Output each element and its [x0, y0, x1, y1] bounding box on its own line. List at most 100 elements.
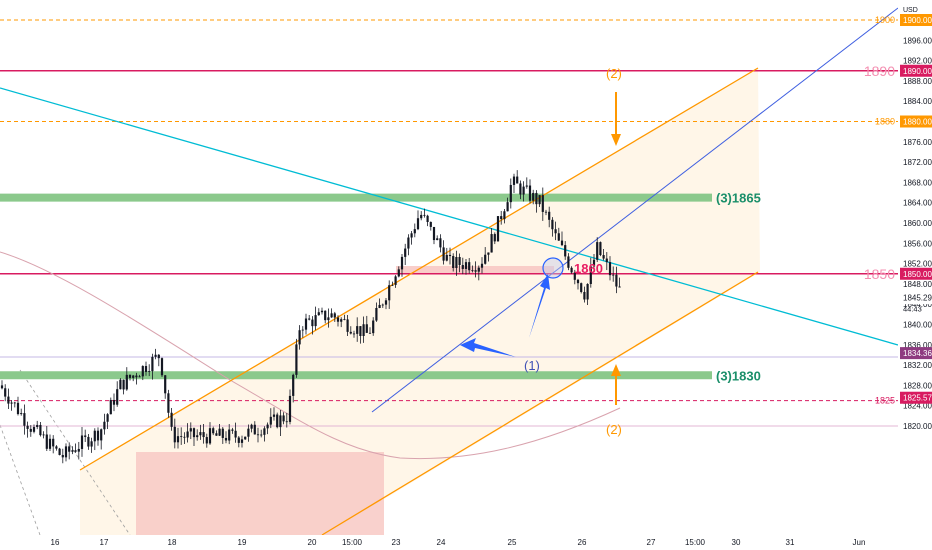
candle-body — [176, 436, 180, 443]
price-badge — [900, 14, 932, 26]
candle-body — [196, 435, 199, 438]
ellipse-marker — [542, 257, 564, 279]
candle-body — [359, 326, 362, 336]
candle-body — [0, 385, 4, 389]
candle-body — [375, 307, 378, 321]
candle-body — [336, 317, 340, 322]
currency-label: USD — [903, 7, 918, 14]
candle-body — [586, 283, 589, 300]
price-badge-label: 1845.29 — [903, 294, 932, 303]
candle-body — [93, 430, 96, 442]
candle-body — [442, 247, 445, 261]
candle-body — [416, 218, 420, 230]
time-tick: 24 — [437, 538, 446, 547]
candle-body — [55, 446, 58, 449]
price-tick: 1888.00 — [903, 77, 932, 86]
candle-body — [64, 446, 68, 458]
candle-body — [4, 388, 7, 397]
time-tick: 17 — [100, 538, 109, 547]
candle-body — [384, 300, 388, 305]
zone-band — [0, 193, 712, 202]
candle-body — [391, 284, 394, 286]
candle-body — [362, 324, 365, 336]
level-label: 1900 — [875, 15, 895, 25]
candle-body — [554, 229, 557, 234]
price-tick: 1828.00 — [903, 381, 932, 390]
candle-body — [269, 416, 272, 425]
range-box-1860 — [396, 266, 554, 274]
candle-body — [525, 185, 528, 187]
candle-body — [583, 291, 586, 300]
candle-body — [311, 319, 314, 327]
candle-body — [349, 331, 352, 334]
price-badge-label: 1825.57 — [903, 394, 932, 403]
candle-body — [346, 319, 349, 332]
candle-body — [199, 432, 202, 436]
candle-body — [397, 269, 400, 277]
price-tick: 1868.00 — [903, 178, 932, 187]
candle-body — [324, 310, 327, 321]
candle-body — [570, 267, 573, 273]
price-tick: 1884.00 — [903, 97, 932, 106]
candle-body — [356, 326, 359, 334]
candle-body — [122, 379, 125, 390]
price-tick: 1836.00 — [903, 341, 932, 350]
candle-body — [164, 375, 167, 394]
candle-body — [183, 436, 186, 438]
price-tick: 1840.00 — [903, 321, 932, 330]
candle-body — [308, 318, 311, 320]
candle-body — [74, 450, 77, 452]
time-tick: 19 — [238, 538, 247, 547]
zone-label: (3)1830 — [716, 368, 761, 383]
candle-body — [477, 267, 480, 272]
candle-body — [618, 286, 621, 288]
candle-body — [68, 446, 71, 452]
candle-body — [221, 428, 224, 438]
candle-body — [615, 274, 618, 287]
candle-body — [455, 257, 458, 269]
price-badge-label: 1880.00 — [903, 118, 932, 127]
moving-average — [0, 251, 621, 460]
candle-body — [608, 262, 612, 276]
candle-body — [522, 186, 525, 195]
candle-body — [237, 437, 240, 443]
candle-body — [170, 412, 173, 427]
candle-body — [84, 435, 87, 437]
candle-body — [192, 428, 196, 438]
candle-body — [295, 344, 298, 375]
candle-body — [538, 195, 541, 205]
time-tick: 16 — [51, 538, 60, 547]
price-badge-label: 1834.36 — [903, 349, 932, 358]
candle-body — [205, 437, 208, 444]
candle-body — [461, 264, 464, 269]
price-tick: 1856.00 — [903, 239, 932, 248]
candle-body — [23, 413, 26, 426]
candle-body — [560, 240, 564, 246]
blue-arrow-left — [460, 338, 516, 357]
mid-trend-line — [371, 7, 899, 413]
orange-arrow-head — [611, 134, 621, 146]
candle-body — [103, 421, 106, 430]
candle-body — [112, 399, 116, 405]
candle-body — [52, 438, 55, 447]
candle-body — [26, 425, 29, 429]
time-tick: 26 — [578, 538, 587, 547]
candle-body — [208, 428, 212, 444]
candle-body — [506, 202, 509, 212]
candle-body — [282, 415, 285, 422]
candle-body — [372, 320, 375, 334]
price-badge — [899, 291, 932, 305]
candle-body — [413, 229, 416, 234]
time-tick: 20 — [308, 538, 317, 547]
candle-body — [596, 242, 599, 260]
candle-body — [132, 375, 135, 378]
candle-body — [439, 238, 442, 248]
time-tick: 27 — [647, 538, 656, 547]
candle-body — [464, 262, 468, 269]
candle-body — [298, 330, 301, 345]
candle-body — [452, 256, 455, 269]
price-axis: USD 1900.00 1896.00 1892.00 1888.00 1884.00 18… — [898, 0, 932, 550]
candle-body — [45, 434, 48, 449]
candle-body — [148, 371, 151, 372]
